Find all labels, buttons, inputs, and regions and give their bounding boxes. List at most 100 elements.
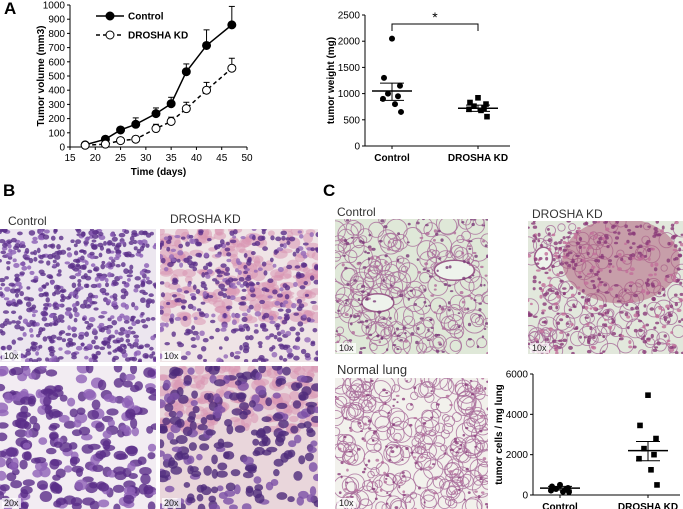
alveolus-wall: [439, 378, 453, 391]
cell-nucleus: [597, 283, 603, 287]
cell-nucleus: [218, 491, 228, 500]
lung-micrograph-control-10x: 10x: [335, 219, 488, 354]
cell-nucleus: [272, 263, 277, 268]
cell-nucleus: [359, 239, 363, 243]
cell-nucleus: [210, 486, 219, 494]
cell-nucleus: [371, 439, 375, 442]
cell-nucleus: [643, 254, 648, 258]
cell-nucleus: [237, 392, 246, 403]
cell-nucleus: [554, 348, 559, 352]
cell-nucleus: [123, 320, 130, 324]
cell-nucleus: [592, 284, 596, 287]
cell-nucleus: [673, 257, 677, 261]
alveolus-wall: [373, 378, 396, 398]
cell-nucleus: [0, 491, 5, 500]
cell-nucleus: [32, 422, 41, 432]
cell-nucleus: [271, 366, 283, 371]
alveolus-wall: [362, 381, 374, 393]
cell-nucleus: [83, 273, 88, 279]
cell-nucleus: [58, 235, 64, 241]
cell-nucleus: [131, 356, 138, 362]
cell-nucleus: [309, 275, 315, 281]
cell-nucleus: [569, 286, 574, 290]
cell-nucleus: [130, 417, 138, 429]
cell-nucleus: [124, 229, 130, 235]
cell-nucleus: [138, 344, 144, 349]
alveolus-wall: [529, 331, 541, 343]
panel-letter-c: C: [323, 181, 336, 200]
cell-nucleus: [669, 304, 673, 309]
cell-nucleus: [604, 221, 608, 224]
cell-nucleus: [639, 224, 643, 228]
cell-nucleus: [589, 307, 593, 310]
cell-nucleus: [39, 366, 47, 370]
cell-nucleus: [420, 455, 424, 459]
cell-nucleus: [351, 331, 355, 335]
cell-nucleus: [481, 335, 485, 338]
x-tick-label: 15: [64, 153, 76, 164]
cell-nucleus: [183, 331, 191, 336]
cell-nucleus: [466, 307, 470, 311]
cell-nucleus: [674, 302, 678, 307]
cell-nucleus: [657, 282, 661, 286]
alveolus-wall: [469, 458, 488, 478]
cell-nucleus: [99, 275, 107, 280]
cell-nucleus: [655, 314, 660, 319]
cell-nucleus: [536, 262, 540, 265]
cell-nucleus: [292, 400, 302, 409]
cell-nucleus: [20, 396, 34, 405]
cell-nucleus: [42, 234, 50, 240]
cell-nucleus: [0, 345, 6, 351]
alveolus-wall: [344, 378, 363, 393]
data-point: [202, 85, 212, 95]
cell-nucleus: [36, 480, 48, 490]
cell-nucleus: [126, 329, 132, 336]
cell-nucleus: [296, 298, 303, 304]
cell-nucleus: [408, 501, 412, 504]
cell-nucleus: [423, 288, 427, 292]
cell-nucleus: [87, 269, 93, 274]
cell-nucleus: [251, 242, 257, 247]
cell-nucleus: [578, 335, 582, 339]
cell-nucleus: [84, 320, 90, 325]
cell-nucleus: [468, 247, 472, 250]
cell-nucleus: [28, 357, 33, 362]
cell-nucleus: [49, 322, 53, 327]
cell-nucleus: [263, 312, 270, 319]
cell-nucleus: [603, 240, 608, 245]
data-point: [181, 67, 191, 77]
cell-nucleus: [421, 432, 425, 437]
cell-nucleus: [291, 382, 301, 392]
cell-nucleus: [114, 329, 119, 335]
cell-nucleus: [201, 272, 206, 278]
cell-nucleus: [171, 294, 177, 298]
cell-nucleus: [36, 247, 41, 254]
cell-nucleus: [468, 240, 473, 243]
cell-nucleus: [484, 322, 488, 325]
cell-nucleus: [313, 279, 318, 285]
cell-nucleus: [473, 299, 477, 302]
cell-nucleus: [284, 293, 290, 300]
cell-nucleus: [532, 279, 537, 284]
cell-nucleus: [565, 236, 571, 239]
cell-nucleus: [48, 275, 54, 280]
cell-nucleus: [629, 253, 633, 257]
cell-nucleus: [392, 404, 395, 407]
cell-nucleus: [652, 234, 657, 238]
cell-nucleus: [573, 232, 578, 236]
cell-nucleus: [261, 261, 267, 267]
cell-nucleus: [337, 309, 341, 312]
cell-nucleus: [230, 285, 238, 289]
cell-nucleus: [171, 446, 182, 453]
cell-nucleus: [160, 450, 165, 458]
cell-nucleus: [242, 342, 250, 348]
cell-nucleus: [666, 339, 671, 343]
cell-nucleus: [5, 252, 13, 258]
cell-nucleus: [45, 282, 50, 286]
cell-nucleus: [443, 283, 448, 287]
cell-nucleus: [209, 503, 221, 509]
cell-nucleus: [433, 311, 437, 314]
cell-nucleus: [113, 466, 126, 475]
cell-nucleus: [386, 492, 389, 494]
